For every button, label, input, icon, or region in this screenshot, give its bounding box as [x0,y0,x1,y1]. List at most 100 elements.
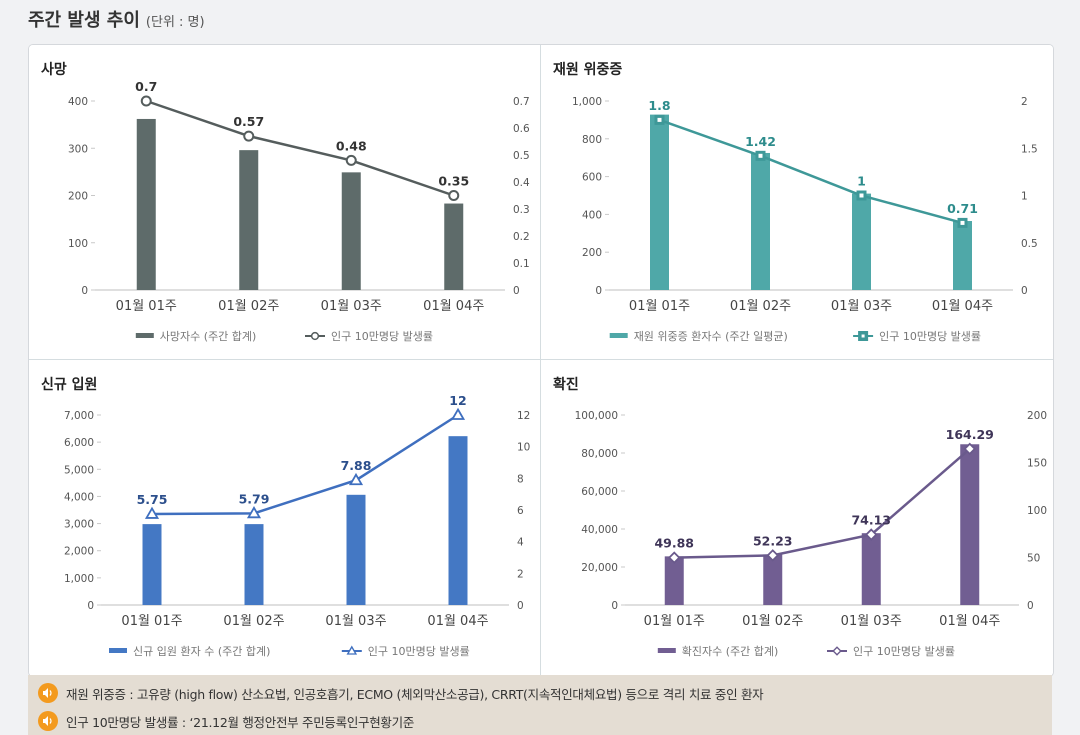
page-unit: (단위 : 명) [145,15,205,30]
bar [852,193,871,290]
data-point-inner [861,334,865,338]
chart-grid: 사망 0 100 200 300 400 0 0.1 0.2 0.3 0.4 0.5 0.6 0.7 01… [28,44,1054,677]
bar [650,114,669,290]
bar [861,533,881,605]
panel-title: 확진 [553,377,579,393]
data-point [448,190,460,201]
x-tick-label: 01월 02주 [730,299,791,314]
data-point [345,154,357,166]
legend-bar-swatch [657,648,676,653]
y-left-tick-label: 40,000 [581,524,618,536]
data-point [243,130,255,142]
bar [664,556,684,605]
y-right-tick-label: 8 [517,473,524,485]
chart-panel-admissions: 신규 입원 0 1,000 2,000 3,000 4,000 5,000 6,000 7,0… [29,360,541,676]
data-label: 0.35 [438,174,469,189]
x-tick-label: 01월 01주 [121,614,182,629]
y-left-tick-label: 7,000 [64,410,94,422]
data-point [348,472,364,486]
y-right-tick-label: 0 [1027,600,1034,612]
page-title: 주간 발생 추이 [28,10,140,31]
legend-bar-label: 재원 위중증 환자수 (주간 일평균) [634,329,788,343]
data-label: 12 [449,393,466,408]
y-right-tick-label: 2 [1021,96,1028,108]
legend-line-label: 인구 10만명당 발생률 [368,645,470,658]
x-tick-label: 01월 02주 [218,299,279,314]
y-right-tick-label: 50 [1027,553,1040,565]
data-label: 164.29 [946,427,994,442]
data-point-inner [859,193,864,198]
x-tick-label: 01월 03주 [841,614,902,629]
x-tick-label: 01월 04주 [932,299,993,314]
y-right-tick-label: 1.5 [1021,143,1038,155]
data-point [310,331,320,341]
y-right-tick-label: 1 [1021,191,1028,203]
chart-panel-deaths: 사망 0 100 200 300 400 0 0.1 0.2 0.3 0.4 0.5 0.6 0.7 01… [29,45,541,360]
data-label: 49.88 [654,536,694,551]
bar [763,554,783,605]
y-left-tick-label: 2,000 [64,546,94,558]
y-left-tick-label: 20,000 [581,562,618,574]
x-tick-label: 01월 02주 [223,614,284,629]
y-left-tick-label: 0 [611,600,618,612]
data-label: 5.79 [239,491,270,506]
panel-title: 재원 위중증 [553,62,623,78]
page-header: 주간 발생 추이 (단위 : 명) [28,6,205,32]
note-item: 재원 위중증 : 고유량 (high flow) 산소요법, 인공호흡기, EC… [38,683,764,703]
y-right-tick-label: 0.3 [513,204,530,216]
legend-bar-swatch [609,333,628,338]
legend-bar-label: 신규 입원 환자 수 (주간 합계) [133,645,270,658]
bar [960,444,980,605]
legend-bar-swatch [135,333,154,338]
data-label: 0.7 [135,79,157,94]
data-label: 0.71 [947,201,978,216]
y-left-tick-label: 400 [582,209,602,221]
y-right-tick-label: 0.5 [1021,238,1038,250]
data-point [832,646,842,656]
x-tick-label: 01월 03주 [831,299,892,314]
data-point-inner [960,220,965,225]
y-right-tick-label: 0.6 [513,123,530,135]
y-left-tick-label: 80,000 [581,448,618,460]
bar [239,150,259,290]
legend-bar-label: 확진자수 (주간 합계) [682,645,779,658]
legend-bar-swatch [109,648,127,653]
data-point [144,506,160,519]
y-right-tick-label: 2 [517,568,524,580]
data-point-inner [657,117,662,122]
y-left-tick-label: 1,000 [64,573,94,585]
data-label: 0.48 [336,138,367,153]
legend-line-label: 인구 10만명당 발생률 [331,330,433,343]
y-left-tick-label: 600 [582,172,602,184]
bar [444,203,464,290]
bar [341,172,361,290]
y-right-tick-label: 6 [517,505,524,517]
chart-deaths: 0 100 200 300 400 0 0.1 0.2 0.3 0.4 0.5 0.6 0.7 01월 0… [68,79,530,343]
chart-admissions: 0 1,000 2,000 3,000 4,000 5,000 6,000 7,000 0 2 4 6… [64,393,530,658]
chart-critical: 0 200 400 600 800 1,000 0 0.5 1 1.5 2 01월 01주 01월 02… [572,96,1038,343]
y-left-tick-label: 60,000 [581,486,618,498]
y-left-tick-label: 6,000 [64,437,94,449]
y-right-tick-label: 0 [513,285,520,297]
legend-line-label: 인구 10만명당 발생률 [879,330,981,343]
note-text: 재원 위중증 : 고유량 (high flow) 산소요법, 인공호흡기, EC… [66,686,764,702]
bar [142,524,162,605]
data-label: 1 [857,174,866,189]
note-text: 인구 10만명당 발생률 : ‘21.12월 행정안전부 주민등록인구현황기준 [66,714,415,730]
y-left-tick-label: 300 [68,143,88,155]
x-tick-label: 01월 04주 [939,614,1000,629]
bar [448,436,468,605]
y-right-tick-label: 0 [517,600,524,612]
series-line [151,413,459,516]
data-point [140,95,152,107]
bar [346,494,366,605]
data-point [864,528,878,541]
panel-title: 신규 입원 [41,377,98,393]
y-right-tick-label: 150 [1027,458,1047,470]
series-line [659,118,963,225]
bar [751,152,770,290]
legend-line-label: 인구 10만명당 발생률 [853,645,955,658]
panel-title: 사망 [41,62,67,78]
note-item: 인구 10만명당 발생률 : ‘21.12월 행정안전부 주민등록인구현황기준 [38,711,414,731]
x-tick-label: 01월 03주 [325,614,386,629]
